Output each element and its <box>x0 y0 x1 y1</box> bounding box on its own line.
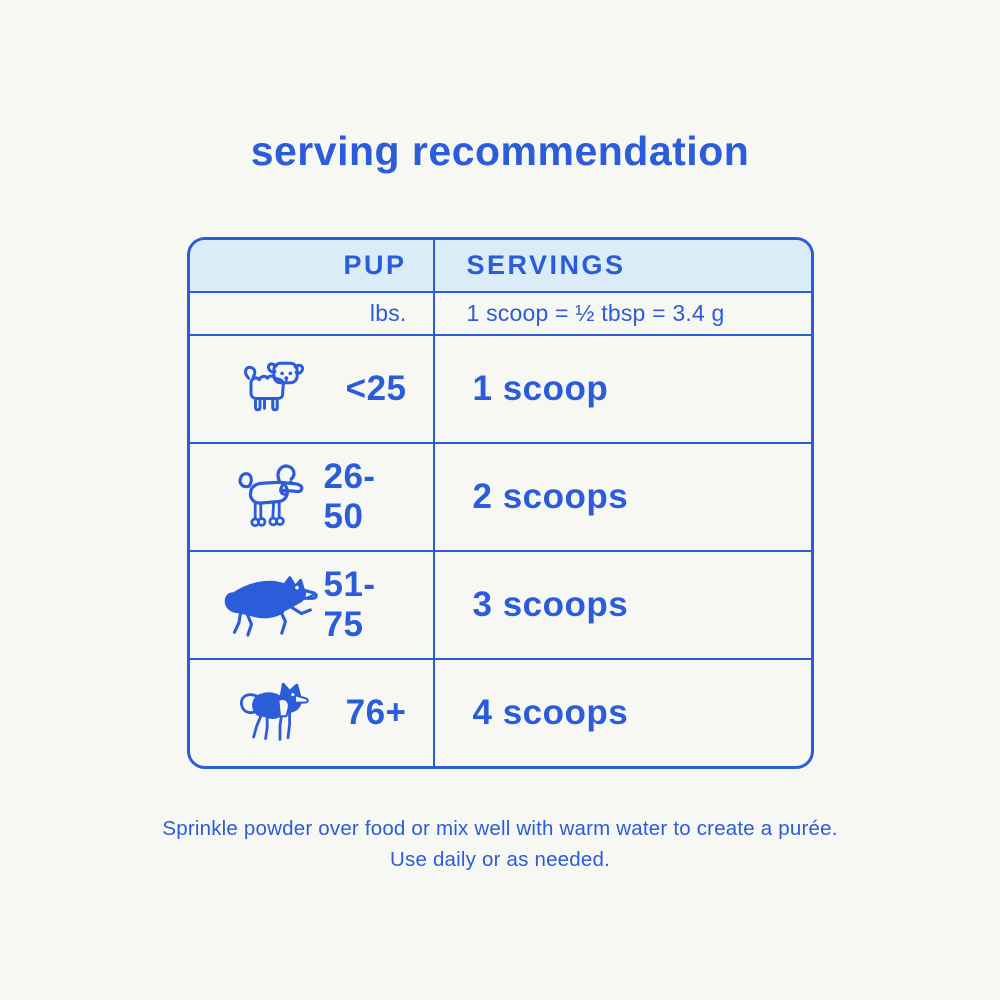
page-title: serving recommendation <box>250 128 750 174</box>
subheader-weight-unit: lbs. <box>369 300 407 326</box>
subheader-scoop-equivalence: 1 scoop = ½ tbsp = 3.4 g <box>432 293 811 334</box>
weight-range: 26-50 <box>323 457 376 536</box>
column-header-servings: SERVINGS <box>432 240 811 291</box>
servings-value: 3 scoops <box>472 585 629 624</box>
german-shepherd-icon <box>220 568 324 643</box>
poodle-icon <box>220 459 324 536</box>
usage-instructions: Sprinkle powder over food or mix well wi… <box>0 813 1000 875</box>
table-row: 26-50 2 scoops <box>189 442 811 550</box>
table-header-row: PUP SERVINGS <box>189 240 811 291</box>
usage-instructions-line1: Sprinkle powder over food or mix well wi… <box>162 817 838 840</box>
weight-range: 51-75 <box>323 565 376 644</box>
small-dog-icon <box>220 358 324 421</box>
table-row: 51-75 3 scoops <box>189 550 811 658</box>
weight-range: <25 <box>345 369 407 408</box>
servings-value: 1 scoop <box>472 369 609 408</box>
table-subheader-row: lbs. 1 scoop = ½ tbsp = 3.4 g <box>189 291 811 334</box>
column-header-pup: PUP <box>189 240 433 291</box>
usage-instructions-line2: Use daily or as needed. <box>390 848 610 871</box>
serving-table: PUP SERVINGS lbs. 1 scoop = ½ tbsp = 3.4… <box>186 237 814 769</box>
weight-range: 76+ <box>345 693 407 732</box>
servings-value: 4 scoops <box>472 693 629 732</box>
servings-value: 2 scoops <box>472 477 629 516</box>
husky-icon <box>220 667 324 759</box>
table-row: 76+ 4 scoops <box>189 658 811 766</box>
table-row: <25 1 scoop <box>189 334 811 442</box>
